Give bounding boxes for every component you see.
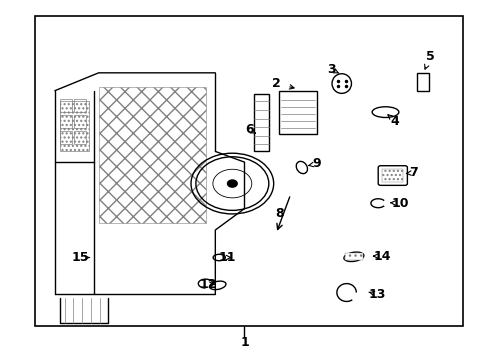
Bar bbox=[254, 94, 268, 152]
Circle shape bbox=[227, 180, 237, 187]
Text: 7: 7 bbox=[408, 166, 417, 179]
Bar bbox=[416, 73, 428, 91]
Bar bbox=[60, 131, 72, 144]
FancyBboxPatch shape bbox=[377, 166, 407, 185]
Text: 8: 8 bbox=[275, 207, 283, 220]
Text: 6: 6 bbox=[244, 123, 253, 136]
Bar bbox=[278, 91, 317, 134]
Bar bbox=[60, 102, 89, 152]
Text: 1: 1 bbox=[240, 336, 248, 349]
Text: 2: 2 bbox=[271, 77, 280, 90]
Text: 3: 3 bbox=[326, 63, 335, 76]
Bar bbox=[74, 131, 86, 144]
Ellipse shape bbox=[371, 107, 398, 117]
Text: 12: 12 bbox=[199, 278, 216, 291]
Bar bbox=[344, 253, 363, 260]
Bar bbox=[60, 114, 72, 128]
Text: 5: 5 bbox=[425, 50, 434, 63]
Bar bbox=[99, 87, 205, 223]
Text: 4: 4 bbox=[390, 114, 399, 127]
Text: 13: 13 bbox=[368, 288, 385, 301]
Text: 14: 14 bbox=[372, 249, 390, 262]
Text: 10: 10 bbox=[390, 197, 408, 210]
Ellipse shape bbox=[296, 161, 307, 174]
Ellipse shape bbox=[213, 254, 225, 261]
Text: 11: 11 bbox=[218, 251, 236, 264]
Bar bbox=[381, 169, 402, 182]
Bar bbox=[74, 114, 86, 128]
Bar bbox=[60, 99, 72, 112]
Ellipse shape bbox=[331, 74, 351, 93]
Bar bbox=[74, 99, 86, 112]
Text: 15: 15 bbox=[71, 251, 89, 264]
Ellipse shape bbox=[343, 252, 363, 261]
Text: 9: 9 bbox=[311, 157, 320, 170]
Ellipse shape bbox=[209, 281, 225, 290]
Bar bbox=[35, 16, 462, 327]
